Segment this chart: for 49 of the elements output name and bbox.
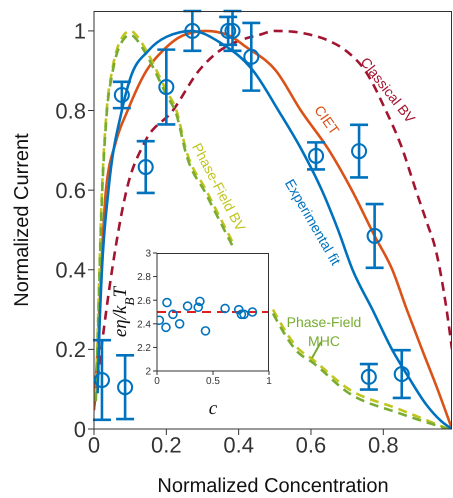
- point: [308, 148, 324, 164]
- point: [351, 143, 368, 160]
- x-tick-label: 0.6: [296, 432, 326, 458]
- point: [360, 368, 377, 385]
- y-tick-label: 3: [145, 248, 152, 260]
- point: [224, 22, 241, 39]
- point: [239, 310, 249, 320]
- point: [220, 304, 230, 314]
- point: [394, 366, 410, 382]
- point: [117, 379, 134, 396]
- y-tick-label: 0: [74, 416, 86, 442]
- point: [168, 310, 178, 320]
- point: [182, 301, 192, 311]
- point: [200, 326, 210, 336]
- y-tick-label: 2.4: [137, 319, 152, 330]
- point: [243, 48, 260, 65]
- y-tick-label: 0.8: [55, 98, 86, 124]
- series-label: Phase-Field MHC: [286, 313, 362, 351]
- y-tick-label: 0.2: [55, 337, 86, 362]
- point: [94, 372, 110, 388]
- y-tick-label: 0.6: [55, 178, 86, 203]
- point: [158, 78, 174, 96]
- point: [248, 307, 258, 317]
- point: [236, 310, 246, 320]
- x-tick-label: 0: [154, 376, 160, 388]
- point: [114, 86, 130, 104]
- y-tick-label: 2.6: [137, 296, 152, 307]
- y-axis-title: Normalized Current: [11, 132, 33, 307]
- point: [162, 298, 172, 308]
- point: [184, 22, 200, 39]
- point: [174, 319, 184, 329]
- point: [234, 304, 244, 314]
- y-tick-label: 0.4: [55, 258, 86, 283]
- y-tick-label: 2: [145, 366, 152, 378]
- x-tick-label: 0.5: [206, 376, 220, 388]
- x-axis-title: Normalized Concentration: [157, 475, 389, 497]
- point: [138, 159, 154, 176]
- x-axis-title: c: [208, 398, 218, 419]
- x-tick-label: 0.8: [368, 432, 399, 458]
- y-tick-label: 1: [74, 18, 86, 44]
- y-tick-label: 2.8: [137, 272, 152, 284]
- point: [195, 296, 205, 306]
- x-tick-label: 0.4: [223, 432, 254, 458]
- point: [220, 22, 236, 39]
- point: [193, 302, 204, 312]
- point: [161, 322, 171, 332]
- y-tick-label: 2.2: [137, 342, 152, 354]
- point: [366, 228, 383, 244]
- x-tick-label: 1: [266, 376, 272, 388]
